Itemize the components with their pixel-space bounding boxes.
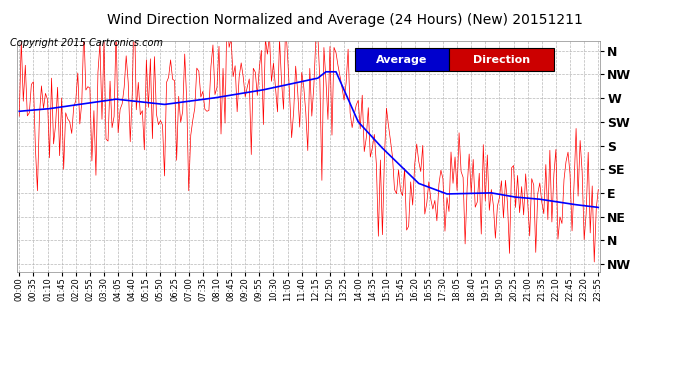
Text: Wind Direction Normalized and Average (24 Hours) (New) 20151211: Wind Direction Normalized and Average (2…	[107, 13, 583, 27]
Text: Average: Average	[376, 55, 428, 65]
FancyBboxPatch shape	[448, 48, 553, 71]
FancyBboxPatch shape	[355, 48, 448, 71]
Text: Copyright 2015 Cartronics.com: Copyright 2015 Cartronics.com	[10, 38, 164, 48]
Text: Direction: Direction	[473, 55, 530, 65]
